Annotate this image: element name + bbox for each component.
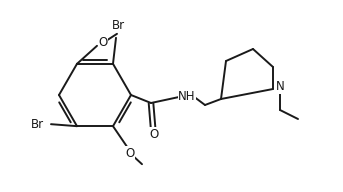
Text: Br: Br xyxy=(31,118,44,131)
Text: N: N xyxy=(276,80,284,94)
Text: O: O xyxy=(98,36,108,49)
Text: O: O xyxy=(126,147,134,160)
Text: Br: Br xyxy=(111,19,125,32)
Text: NH: NH xyxy=(178,89,196,103)
Text: O: O xyxy=(149,127,158,141)
